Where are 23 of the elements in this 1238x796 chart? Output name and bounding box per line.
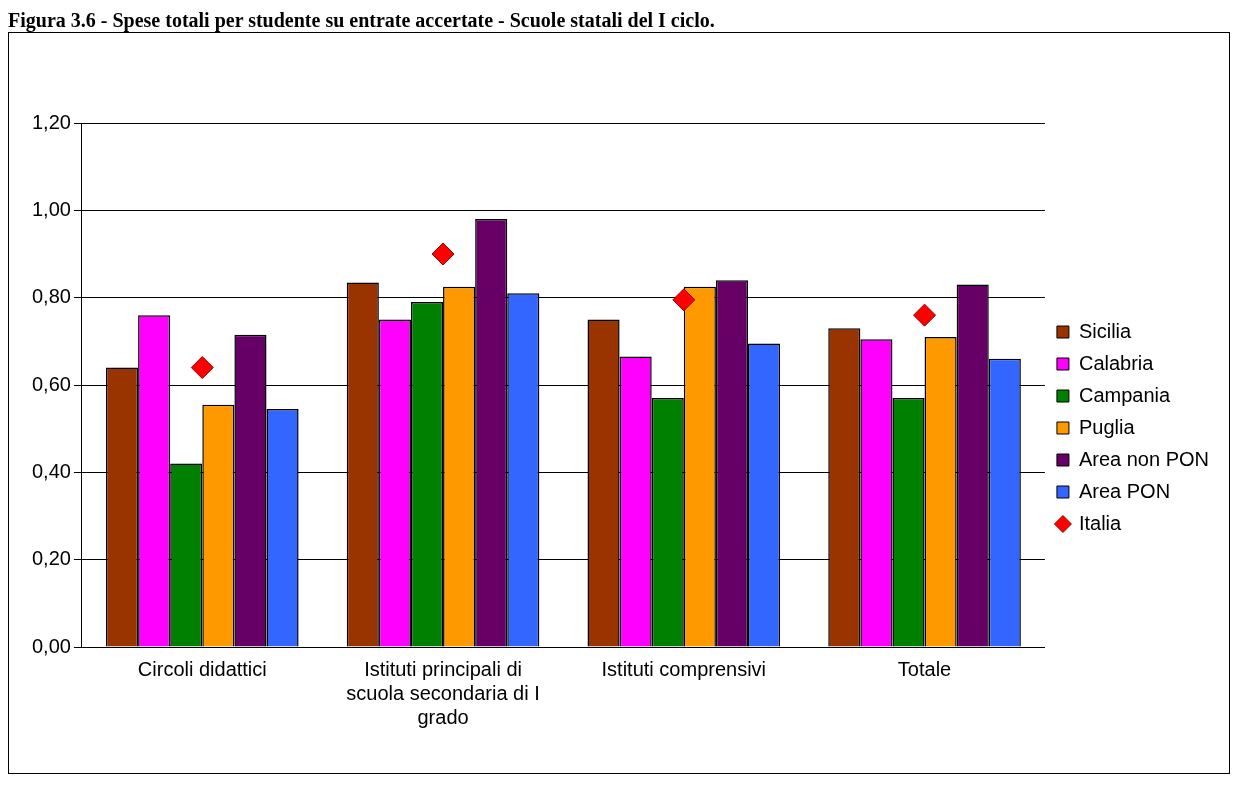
legend-label: Italia bbox=[1078, 511, 1123, 534]
y-tick-label: 0,80 bbox=[31, 285, 71, 308]
legend-label: Calabria bbox=[1078, 351, 1155, 374]
y-tick-label: 0,60 bbox=[31, 372, 71, 395]
x-tick-label: Circoli didattici bbox=[137, 657, 267, 680]
x-tick-label: Istituti comprensivi bbox=[601, 657, 767, 680]
point bbox=[190, 356, 214, 380]
point bbox=[913, 303, 937, 327]
point bbox=[672, 288, 696, 312]
y-tick-label: 1,00 bbox=[31, 197, 71, 220]
legend-label: Campania bbox=[1078, 383, 1171, 406]
x-tick-label: Istituti principali di scuola secondaria di I grado bbox=[346, 657, 540, 728]
y-tick-label: 0,20 bbox=[31, 547, 71, 570]
chart-title: Figura 3.6 - Spese totali per studente su entrate accertate - Scuole statali del I ciclo. bbox=[8, 8, 716, 32]
legend-label: Sicilia bbox=[1078, 319, 1133, 342]
point bbox=[431, 242, 455, 266]
y-tick-label: 0,00 bbox=[31, 634, 71, 657]
legend-label: Area PON bbox=[1078, 479, 1171, 502]
x-tick-label: Totale bbox=[897, 657, 952, 680]
legend-label: Puglia bbox=[1078, 415, 1136, 438]
y-tick-label: 1,20 bbox=[31, 110, 71, 133]
legend-label: Area non PON bbox=[1078, 447, 1210, 470]
y-tick-label: 0,40 bbox=[31, 459, 71, 482]
